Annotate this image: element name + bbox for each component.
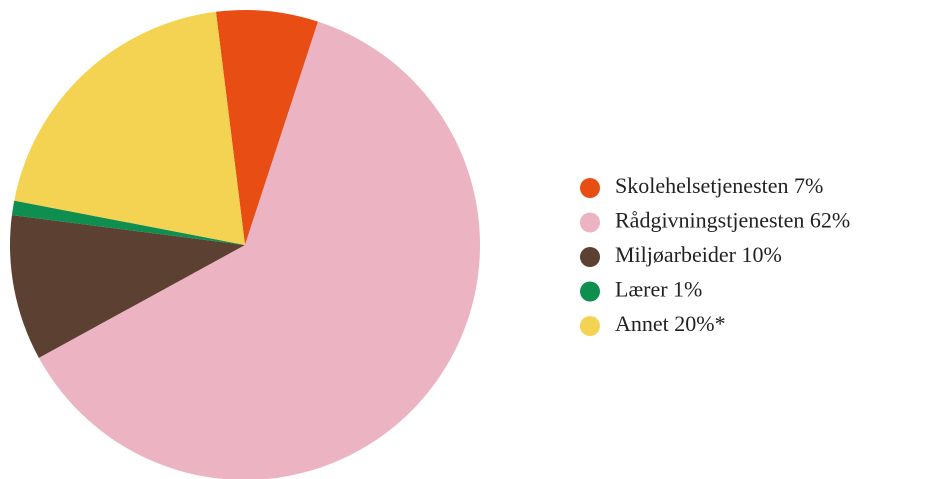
legend-swatch	[580, 212, 600, 233]
legend-label: Miljøarbeider 10%	[615, 242, 782, 267]
legend-swatch	[580, 178, 600, 198]
legend-value: 10%	[741, 242, 781, 267]
legend-label: Lærer 1%	[615, 277, 702, 302]
legend-label: Annet 20%*	[615, 311, 726, 336]
legend-name: Rådgivningstjenesten	[615, 208, 804, 233]
legend-swatch	[580, 316, 600, 336]
legend-swatch	[580, 247, 600, 267]
legend-name: Skolehelsetjenesten	[615, 173, 789, 198]
pie-slice	[11, 200, 246, 245]
legend-value: 7%	[794, 173, 823, 198]
legend-value: 20%*	[674, 311, 725, 336]
legend-name: Miljøarbeider	[615, 242, 737, 267]
pie-slice	[215, 10, 319, 246]
pie-slice	[10, 215, 246, 358]
legend-name: Annet	[615, 311, 669, 336]
legend-name: Lærer	[615, 277, 668, 302]
legend-label: Rådgivningstjenesten 62%	[615, 208, 850, 233]
legend-label: Skolehelsetjenesten 7%	[615, 173, 823, 198]
legend-swatch	[580, 281, 600, 302]
legend-value: 62%	[810, 208, 850, 233]
pie-slice	[14, 11, 246, 245]
legend-value: 1%	[673, 277, 702, 302]
pie-slice	[38, 21, 480, 479]
